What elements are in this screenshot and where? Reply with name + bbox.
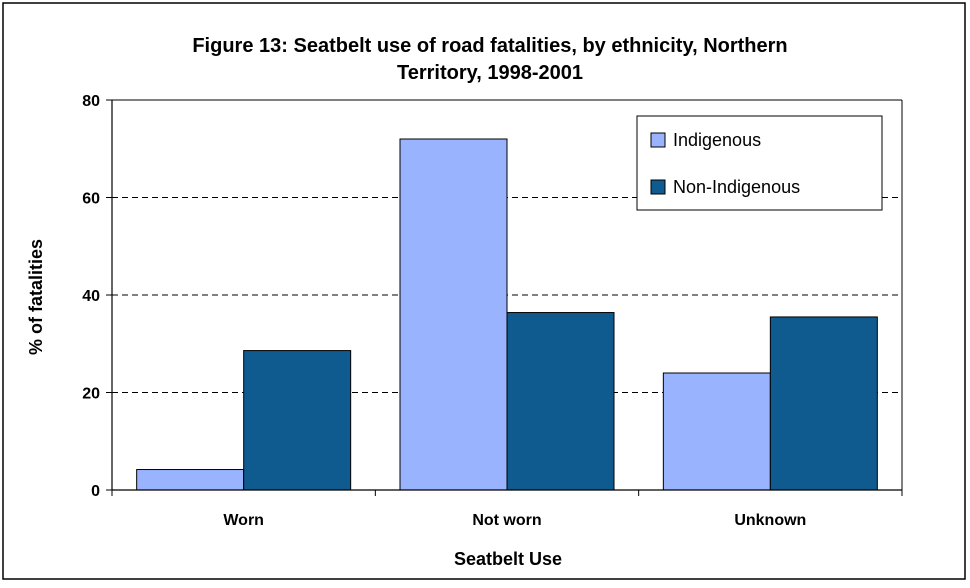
legend-swatch-indigenous bbox=[650, 132, 666, 148]
legend-box bbox=[636, 115, 883, 211]
legend-label-non-indigenous: Non-Indigenous bbox=[673, 177, 800, 197]
x-tick-label-unknown: Unknown bbox=[734, 512, 806, 529]
x-tick-label-worn: Worn bbox=[223, 512, 264, 529]
y-axis-label: % of fatalities bbox=[26, 239, 46, 355]
bar-worn-indigenous bbox=[136, 469, 245, 491]
y-tick-label-60: 60 bbox=[82, 191, 100, 208]
bar-not-worn-non-indigenous bbox=[506, 312, 615, 491]
legend-label-indigenous: Indigenous bbox=[673, 130, 761, 150]
x-tick-label-not-worn: Not worn bbox=[472, 512, 541, 529]
legend-swatch-non-indigenous bbox=[650, 179, 666, 195]
plot-area: 0 20 40 60 80 Worn Not worn Unknown bbox=[82, 93, 903, 529]
bar-worn-non-indigenous bbox=[243, 350, 352, 491]
y-tick-label-0: 0 bbox=[91, 483, 100, 500]
legend: Indigenous Non-Indigenous bbox=[636, 115, 883, 211]
y-tick-label-80: 80 bbox=[82, 93, 100, 110]
bar-not-worn-indigenous bbox=[399, 138, 508, 491]
bar-unknown-non-indigenous bbox=[769, 316, 878, 491]
bar-unknown-indigenous bbox=[662, 372, 771, 491]
y-tick-label-40: 40 bbox=[82, 288, 100, 305]
y-tick-label-20: 20 bbox=[82, 386, 100, 403]
chart-title-line-1: Figure 13: Seatbelt use of road fataliti… bbox=[192, 35, 787, 57]
chart-title-line-2: Territory, 1998-2001 bbox=[397, 62, 583, 84]
x-axis-label: Seatbelt Use bbox=[454, 549, 562, 569]
